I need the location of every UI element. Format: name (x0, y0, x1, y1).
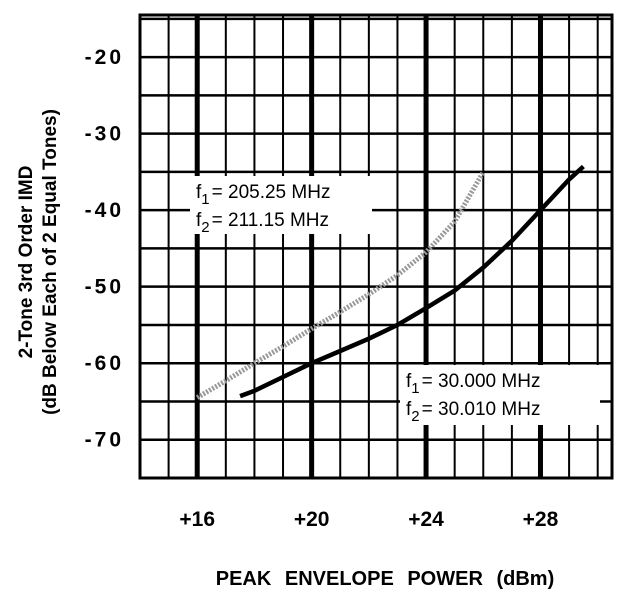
legend-label: f1 = 30.000 MHz (406, 371, 540, 397)
legend-label: f2 = 211.15 MHz (196, 210, 329, 236)
legend-text: = 30.000 MHz (422, 371, 541, 392)
legend-box (190, 176, 372, 234)
y-axis-label: 2-Tone 3rd Order IMD (dB Below Each of 2… (16, 109, 61, 415)
legend-text: = 211.15 MHz (212, 210, 329, 231)
y-tick-label: -20 (85, 46, 124, 69)
legend-label: f1 = 205.25 MHz (196, 182, 330, 208)
x-tick-label: +20 (294, 508, 330, 531)
x-tick-label: +28 (523, 508, 559, 531)
y-tick-label: -40 (85, 199, 124, 222)
y-tick-label: -70 (85, 429, 124, 452)
legend-symbol: f (196, 182, 202, 203)
x-tick-label: +16 (179, 508, 215, 531)
y-tick-label: -60 (85, 352, 124, 375)
x-axis-label: PEAK ENVELOPE POWER (dBm) (216, 568, 554, 590)
x-tick-label: +24 (408, 508, 444, 531)
legend-symbol: f (196, 210, 202, 231)
series-line (195, 170, 486, 400)
legend-symbol: f (406, 399, 412, 420)
series-line (239, 164, 585, 399)
legend-label: f2 = 30.010 MHz (406, 399, 540, 425)
y-label-line: (dB Below Each of 2 Equal Tones) (40, 109, 61, 415)
y-tick-label: -50 (85, 276, 124, 299)
y-label-line: 2-Tone 3rd Order IMD (16, 166, 37, 359)
legend-subscript: 2 (201, 219, 209, 236)
legend-text: = 30.010 MHz (422, 399, 541, 420)
legend-subscript: 1 (201, 191, 209, 208)
legend-symbol: f (406, 371, 412, 392)
legend-box (400, 365, 600, 425)
legend-subscript: 2 (411, 408, 419, 425)
legend-text: = 205.25 MHz (212, 182, 331, 203)
legend-subscript: 1 (411, 380, 419, 397)
y-tick-label: -30 (85, 123, 124, 146)
